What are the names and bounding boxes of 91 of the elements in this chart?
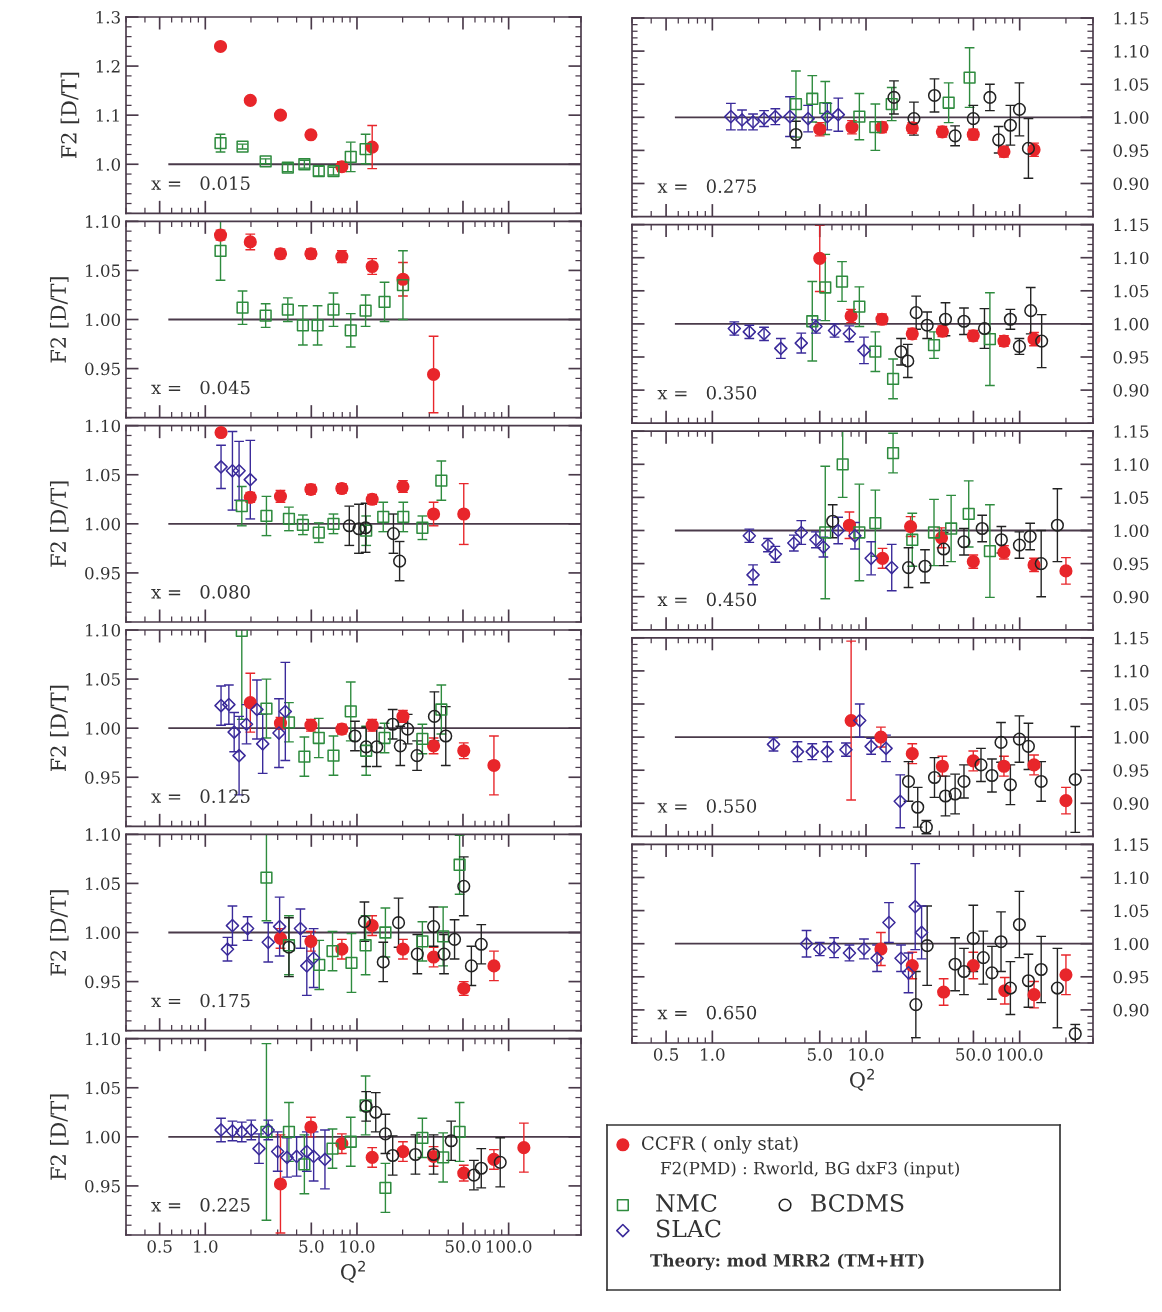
x-tick-label: 100.0 [486, 1240, 532, 1253]
annotation: x = 0.175 [151, 993, 250, 1008]
y-tick-label: 0.95 [1113, 764, 1149, 777]
y-tick-label: 1.10 [1114, 458, 1149, 471]
y-tick-label: 1.05 [86, 264, 120, 277]
y-tick-label: 1.05 [86, 1081, 120, 1095]
y-tick-label: 1.10 [1114, 871, 1149, 885]
y-tick-label: 1.15 [1114, 838, 1149, 851]
y-tick-label: 1.15 [1114, 425, 1149, 438]
y-tick-label: 1.00 [1114, 317, 1149, 331]
y-tick-label: 0.95 [1113, 557, 1149, 571]
annotation: x = 0.350 [657, 385, 757, 400]
y-tick-label: 1.15 [1114, 218, 1149, 232]
y-tick-label: 1.10 [1114, 45, 1149, 58]
y-tick-label: 1.00 [86, 1130, 121, 1144]
annotation: x = 0.275 [657, 179, 756, 194]
y-tick-label: 1.00 [1114, 731, 1149, 744]
y-tick-label: 1.05 [1114, 697, 1149, 711]
annotation: x = 0.550 [657, 799, 757, 813]
y-tick-label: 1.10 [86, 1032, 121, 1046]
y-tick-label: 1.00 [86, 926, 121, 940]
y-tick-label: 1.10 [86, 623, 121, 637]
x-tick-label: 5.0 [807, 1048, 832, 1061]
y-tick-label: 0.95 [85, 975, 120, 989]
y-tick-label: 0.95 [85, 566, 120, 580]
y-tick-label: 1.3 [96, 10, 120, 24]
text: Theory: mod MRR2 (TM+HT) [650, 1253, 924, 1271]
y-tick-label: 1.05 [1114, 284, 1149, 298]
y-tick-label: 1.15 [1114, 11, 1149, 25]
x-tick-label: 1.0 [194, 1240, 218, 1253]
y-tick-label: 1.00 [86, 313, 121, 327]
y-axis-title: F2 [D/T] [49, 481, 69, 567]
legend-label: SLAC [657, 1219, 721, 1238]
y-tick-label: 0.90 [1113, 590, 1149, 604]
y-axis-title: F2 [D/T] [49, 685, 69, 772]
y-tick-label: 1.00 [86, 517, 121, 531]
y-tick-label: 1.00 [86, 722, 121, 735]
y-tick-label: 1.10 [86, 828, 121, 841]
y-tick-label: 1.10 [86, 419, 121, 433]
y-axis-title: F2 [D/T] [49, 890, 69, 976]
y-tick-label: 1.05 [86, 468, 120, 482]
y-tick-label: 1.05 [86, 877, 120, 890]
y-tick-label: 1.05 [1114, 904, 1149, 918]
annotation: x = 0.225 [151, 1198, 250, 1212]
annotation: x = 0.450 [657, 592, 757, 607]
x-tick-label: 1.0 [701, 1048, 725, 1061]
y-tick-label: 1.2 [96, 60, 120, 73]
y-tick-label: 0.95 [85, 1179, 120, 1193]
annotation: x = 0.650 [657, 1005, 757, 1020]
x-axis-title: Q$^{2}$ [850, 1068, 874, 1091]
y-tick-label: 1.00 [1114, 524, 1149, 538]
annotation: x = 0.080 [151, 585, 250, 599]
legend-label: BCDMS [811, 1194, 904, 1212]
y-tick-label: 1.00 [1114, 111, 1149, 124]
y-tick-label: 0.90 [1113, 1003, 1149, 1017]
x-tick-label: 10.0 [340, 1240, 375, 1253]
y-tick-label: 0.95 [85, 771, 120, 784]
y-tick-label: 1.00 [1114, 937, 1149, 951]
y-tick-label: 0.95 [1113, 350, 1149, 364]
y-axis-title: F2 [D/T] [60, 72, 80, 159]
y-tick-label: 0.95 [1113, 970, 1149, 984]
x-tick-label: 0.5 [147, 1240, 172, 1253]
y-axis-title: F2 [D/T] [49, 1094, 69, 1180]
y-tick-label: 0.95 [1113, 144, 1149, 157]
annotation: x = 0.125 [151, 789, 250, 804]
y-tick-label: 1.15 [1114, 631, 1149, 645]
x-tick-label: 0.5 [653, 1048, 679, 1061]
x-tick-label: 50.0 [445, 1240, 481, 1253]
y-tick-label: 1.05 [1114, 491, 1149, 504]
y-tick-label: 0.95 [85, 362, 120, 376]
y-tick-label: 0.90 [1113, 384, 1149, 397]
y-tick-label: 0.90 [1113, 177, 1149, 191]
y-tick-label: 1.05 [86, 673, 120, 686]
y-tick-label: 1.10 [1114, 664, 1149, 678]
y-tick-label: 0.90 [1113, 797, 1149, 810]
y-tick-label: 1.0 [96, 158, 121, 171]
x-axis-title: Q$^{2}$ [341, 1260, 365, 1283]
annotation: x = 0.015 [151, 176, 250, 191]
y-tick-label: 1.10 [1114, 251, 1149, 265]
y-tick-label: 1.05 [1114, 78, 1149, 91]
text: F2(PMD) : Rworld, BG dxF3 (input) [660, 1161, 959, 1178]
x-tick-label: 5.0 [299, 1240, 324, 1253]
x-tick-label: 100.0 [997, 1048, 1043, 1061]
x-tick-label: 50.0 [956, 1048, 991, 1061]
x-tick-label: 10.0 [849, 1048, 884, 1061]
legend-label: CCFR ( only stat) [641, 1135, 798, 1154]
legend-label: NMC [656, 1194, 717, 1212]
annotation: x = 0.045 [151, 380, 250, 395]
y-axis-title: F2 [D/T] [49, 277, 69, 363]
y-tick-label: 1.10 [86, 215, 121, 228]
y-tick-label: 1.1 [96, 109, 119, 122]
